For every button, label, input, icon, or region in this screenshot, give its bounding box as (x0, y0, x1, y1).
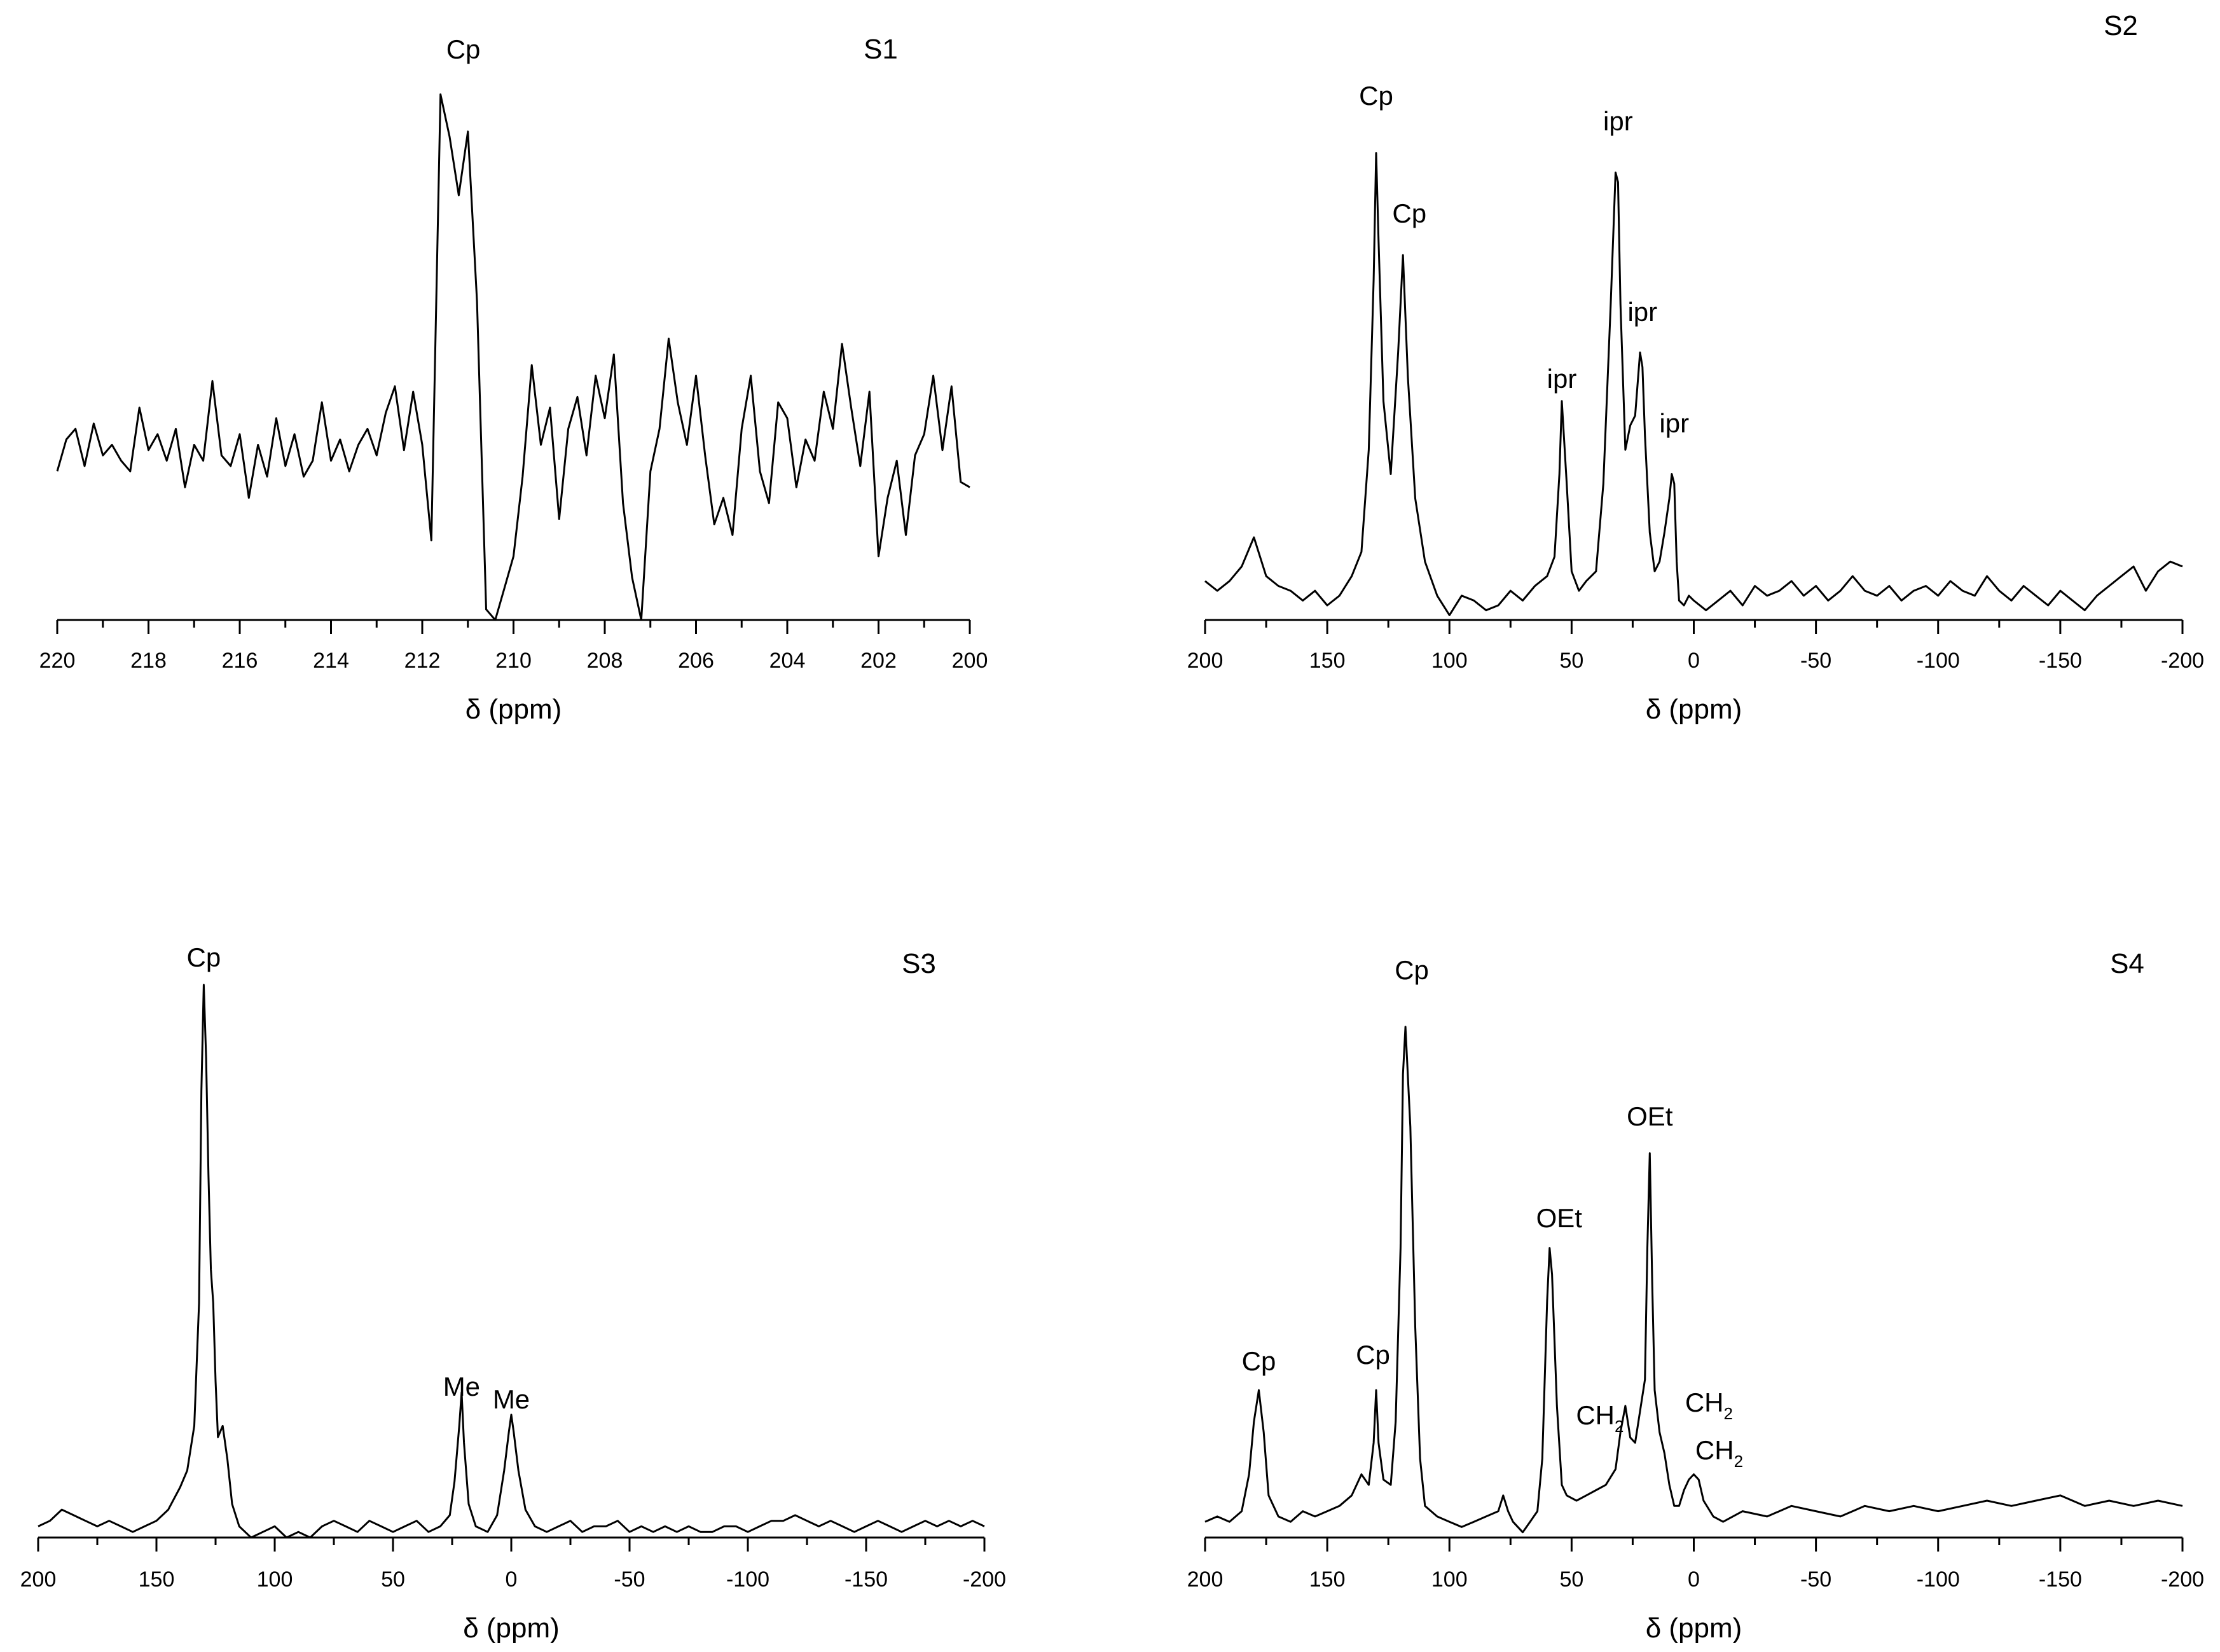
x-axis-title: δ (ppm) (465, 694, 562, 725)
x-tick-label: 0 (506, 1567, 518, 1592)
x-tick-label: 50 (381, 1567, 405, 1592)
peak-label: CH2 (1685, 1387, 1733, 1423)
spectrum-trace (1204, 1026, 2183, 1534)
x-tick-label: 0 (1688, 1567, 1700, 1592)
x-tick-label: 204 (769, 649, 806, 673)
x-tick-label: -150 (845, 1567, 888, 1592)
x-tick-label: 0 (1688, 649, 1700, 673)
x-axis-title: δ (ppm) (1646, 1613, 1742, 1644)
peak-label: ipr (1603, 106, 1633, 136)
x-tick-label: -50 (1800, 649, 1831, 673)
peak-label: Cp (1242, 1346, 1276, 1376)
x-tick-label: 200 (1187, 649, 1224, 673)
x-tick-label: 150 (139, 1567, 175, 1592)
x-tick-label: 206 (678, 649, 714, 673)
x-tick-label: 100 (1431, 649, 1468, 673)
peak-label: ipr (1659, 408, 1689, 438)
x-tick-label: 212 (404, 649, 441, 673)
spectrum-trace (56, 93, 970, 621)
x-tick-label: 220 (39, 649, 76, 673)
peak-label: ipr (1627, 297, 1657, 327)
peak-label: ipr (1547, 364, 1577, 394)
panel-label: S3 (902, 948, 936, 979)
x-tick-label: 202 (860, 649, 897, 673)
x-tick-label: -100 (1917, 649, 1960, 673)
x-tick-label: 100 (257, 1567, 293, 1592)
panel-label: S4 (2110, 948, 2144, 979)
x-tick-label: 210 (495, 649, 532, 673)
peak-label: Me (443, 1372, 480, 1401)
x-tick-label: 218 (130, 649, 167, 673)
peak-label: Cp (1356, 1340, 1390, 1370)
x-tick-label: -100 (726, 1567, 769, 1592)
spectrum-panel-2: 200 150 100 50 0 -50 -100 -150 -200 δ (ppm) S2 Cp Cp… (1187, 10, 2204, 725)
spectrum-panel-4: 200 150 100 50 0 -50 -100 -150 -200 δ (ppm) S4 Cp Cp… (1187, 948, 2204, 1644)
x-tick-label: 150 (1309, 649, 1346, 673)
x-tick-label: 208 (587, 649, 623, 673)
x-tick-label: -200 (2161, 1567, 2204, 1592)
x-tick-label: 100 (1431, 1567, 1468, 1592)
x-tick-label: 200 (20, 1567, 57, 1592)
spectrum-panel-1: 220 218 216 214 212 210 208 206 204 202 200 δ (ppm)… (39, 34, 988, 725)
panel-label: S2 (2104, 10, 2138, 41)
panel-label: S1 (864, 34, 898, 65)
x-tick-label: 50 (1559, 1567, 1583, 1592)
x-tick-label: 214 (313, 649, 349, 673)
spectrum-panel-3: 200 150 100 50 0 -50 -100 -150 -200 δ (ppm) S3 Cp Me… (20, 942, 1006, 1644)
x-tick-label: 216 (222, 649, 258, 673)
x-axis-title: δ (ppm) (1646, 694, 1742, 725)
peak-label: OEt (1627, 1101, 1673, 1131)
x-tick-label: -150 (2039, 649, 2082, 673)
x-tick-label: 200 (1187, 1567, 1224, 1592)
x-tick-label: -50 (1800, 1567, 1831, 1592)
x-tick-label: -200 (2161, 649, 2204, 673)
spectrum-trace (38, 984, 985, 1539)
x-tick-label: 150 (1309, 1567, 1346, 1592)
x-tick-label: 50 (1559, 649, 1583, 673)
peak-label: Cp (446, 34, 481, 64)
x-axis-title: δ (ppm) (463, 1613, 560, 1644)
peak-label: Me (493, 1384, 530, 1414)
peak-label: Cp (1392, 198, 1426, 228)
x-tick-label: -200 (963, 1567, 1006, 1592)
peak-label: Cp (1359, 81, 1393, 111)
peak-label: OEt (1536, 1203, 1583, 1233)
x-tick-label: 200 (952, 649, 988, 673)
peak-label: Cp (187, 942, 221, 972)
x-tick-label: -150 (2039, 1567, 2082, 1592)
peak-label: CH2 (1576, 1400, 1624, 1436)
x-tick-label: -100 (1917, 1567, 1960, 1592)
peak-label: Cp (1395, 955, 1429, 985)
x-tick-label: -50 (614, 1567, 645, 1592)
peak-label: CH2 (1695, 1435, 1743, 1471)
spectrum-trace (1204, 152, 2183, 616)
